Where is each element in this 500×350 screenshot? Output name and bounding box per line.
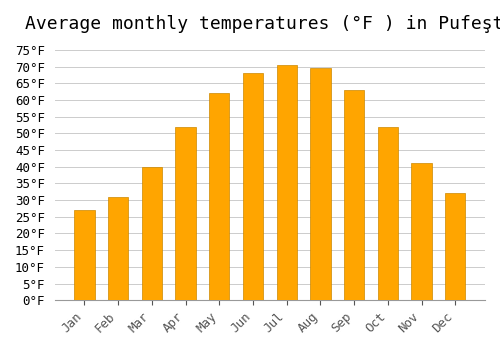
Bar xyxy=(344,90,364,300)
Bar xyxy=(74,210,94,300)
Bar xyxy=(176,127,196,300)
Bar xyxy=(142,167,162,300)
Bar xyxy=(412,163,432,300)
Bar xyxy=(209,93,230,300)
Bar xyxy=(445,194,466,300)
Title: Average monthly temperatures (°F ) in Pufeşti: Average monthly temperatures (°F ) in Pu… xyxy=(25,15,500,33)
Bar xyxy=(378,127,398,300)
Bar xyxy=(276,65,297,300)
Bar xyxy=(108,197,128,300)
Bar xyxy=(243,74,263,300)
Bar xyxy=(310,69,330,300)
